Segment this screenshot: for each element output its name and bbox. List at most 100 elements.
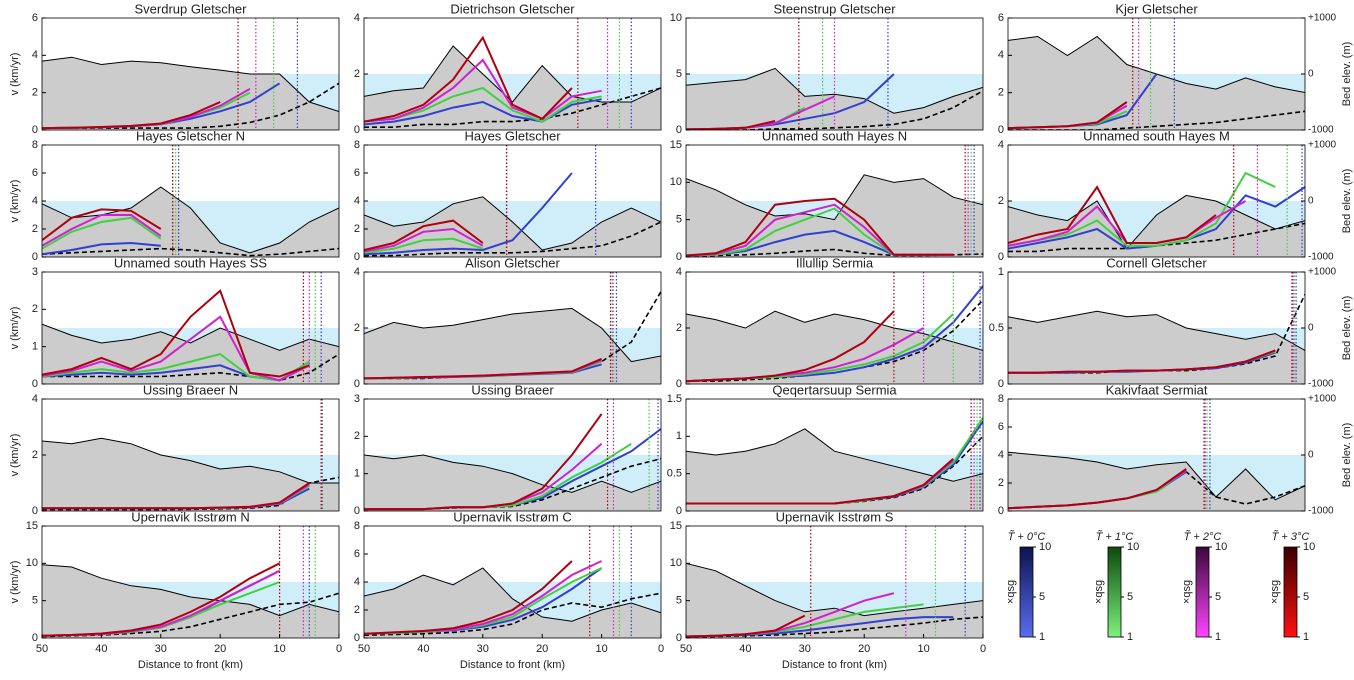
panel-title: Illullip Sermia (796, 255, 874, 270)
axes-frame (685, 525, 984, 639)
y-tick-label: 2 (32, 223, 38, 235)
y-tick-label: 3 (32, 266, 38, 278)
bed-area (42, 187, 339, 257)
x-tick-label: 10 (917, 643, 929, 655)
colorbar-tick-label: 10 (1039, 541, 1051, 553)
y2-tick-label: -1000 (1308, 379, 1334, 390)
y-tick-label: 1 (32, 341, 38, 353)
y-axis-label: v (km/yr) (9, 307, 21, 350)
x-tick-label: 20 (214, 643, 226, 655)
y2-tick-label: +1000 (1308, 394, 1337, 405)
velocity-line (1008, 101, 1128, 130)
velocity-line (42, 315, 310, 382)
bed-area (364, 455, 661, 511)
y-tick-label: 1 (998, 266, 1004, 278)
bed-area (686, 174, 983, 257)
y2-axis-label: Bed elev. (m) (1341, 42, 1353, 107)
y-tick-label: 0 (676, 505, 682, 517)
bed-area (686, 311, 983, 384)
plot-area (364, 526, 661, 638)
colorbar-label: ×qsg (1093, 580, 1105, 604)
panel-title: Sverdrup Gletscher (135, 1, 248, 16)
plot-area (42, 145, 339, 257)
y-tick-label: 1 (676, 430, 682, 442)
y-tick-label: 5 (32, 595, 38, 607)
panel-title: Cornell Gletscher (1106, 255, 1207, 270)
y-tick-label: 4 (354, 266, 360, 278)
x-tick-label: 50 (680, 643, 692, 655)
bed-line (42, 56, 339, 112)
y-tick-label: 0 (998, 251, 1004, 263)
velocity-line (42, 216, 162, 250)
y-tick-label: 2 (354, 68, 360, 80)
y-tick-label: 2 (998, 87, 1004, 99)
plot-area (1008, 399, 1305, 511)
dashed-line (364, 221, 661, 257)
x-tick-label: 40 (417, 643, 429, 655)
velocity-line (364, 219, 484, 251)
y-tick-label: 0.5 (989, 322, 1004, 334)
bed-line (364, 567, 661, 622)
y-axis-label: v (km/yr) (9, 53, 21, 96)
y-tick-label: 0 (998, 378, 1004, 390)
y-tick-label: 0 (676, 378, 682, 390)
velocity-line (42, 353, 310, 382)
y-tick-label: 2 (354, 430, 360, 442)
velocity-line (42, 241, 161, 256)
colorbar-label: ×qsg (1181, 580, 1193, 604)
bed-area (686, 563, 983, 638)
colorbar (1107, 546, 1122, 638)
colorbar-tick-label: 1 (1215, 631, 1221, 643)
panel-title: Hayes Gletscher (464, 128, 561, 143)
y-tick-label: 6 (998, 12, 1004, 24)
x-tick-label: 50 (358, 643, 370, 655)
panel-title: Upernavik Isstrøm N (131, 509, 249, 524)
y-tick-label: 6 (354, 167, 360, 179)
plot-area (686, 145, 983, 257)
y-tick-label: 4 (354, 576, 360, 588)
bed-area (42, 324, 339, 384)
y-tick-label: 0 (32, 378, 38, 390)
panel-title: Unnamed south Hayes SS (114, 255, 268, 270)
y-tick-label: 4 (998, 449, 1004, 461)
velocity-line (364, 413, 603, 511)
y2-tick-label: -1000 (1308, 506, 1334, 517)
y-tick-label: 6 (354, 548, 360, 560)
y2-axis-label: Bed elev. (m) (1341, 169, 1353, 234)
x-tick-label: 0 (658, 643, 664, 655)
bed-line (1008, 194, 1305, 250)
colorbar-title: T̃ + 0°C (1008, 530, 1046, 543)
y-axis-label: v (km/yr) (9, 180, 21, 223)
y-tick-label: 4 (354, 12, 360, 24)
colorbar-title: T̃ + 2°C (1184, 530, 1222, 543)
velocity-line (364, 357, 602, 380)
y2-tick-label: 0 (1308, 450, 1314, 461)
velocity-line (364, 35, 573, 123)
y-tick-label: 2 (354, 223, 360, 235)
panel-title: Unnamed south Hayes N (762, 128, 907, 143)
panel-title: Ussing Braeer (471, 382, 554, 397)
plot-area (686, 399, 983, 511)
y-tick-label: 2 (676, 322, 682, 334)
plot-area (1008, 272, 1305, 384)
bed-line (42, 186, 339, 254)
y-tick-label: 4 (32, 49, 38, 61)
y-tick-label: 6 (998, 421, 1004, 433)
y2-tick-label: +1000 (1308, 140, 1337, 151)
x-tick-label: 50 (36, 643, 48, 655)
bed-line (42, 437, 339, 484)
y-tick-label: 5 (676, 68, 682, 80)
x-tick-label: 40 (739, 643, 751, 655)
plot-area (686, 526, 983, 638)
y-axis-label: v (km/yr) (9, 561, 21, 604)
panel-title: Alison Gletscher (465, 255, 560, 270)
y-tick-label: 0 (354, 505, 360, 517)
y2-tick-label: 0 (1308, 323, 1314, 334)
y-tick-label: 8 (354, 520, 360, 532)
y-axis-label: v (km/yr) (9, 434, 21, 477)
y-tick-label: 0 (998, 505, 1004, 517)
x-tick-label: 0 (980, 643, 986, 655)
y-tick-label: 1.5 (667, 393, 682, 405)
bed-line (364, 454, 661, 493)
x-axis-label: Distance to front (km) (138, 659, 243, 671)
